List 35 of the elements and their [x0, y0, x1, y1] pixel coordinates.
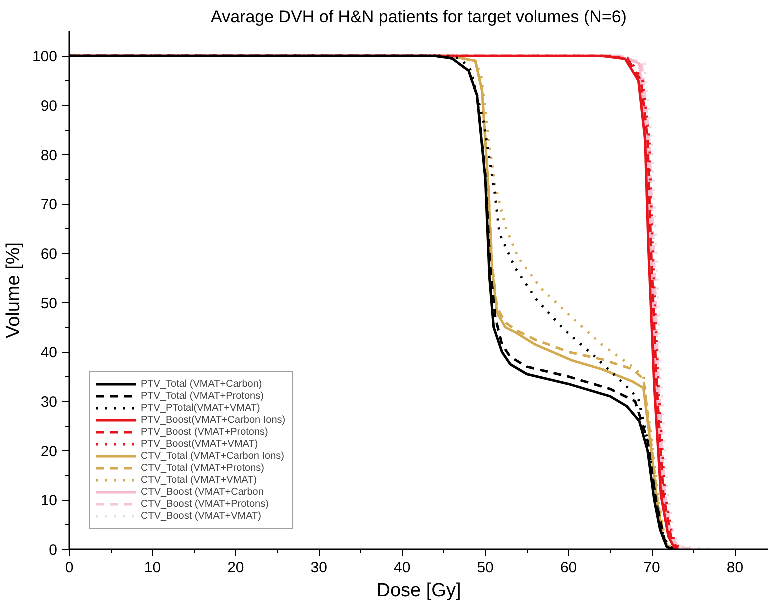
y-tick-label: 80 [40, 147, 58, 164]
legend-label: CTV_Boost (VMAT+VMAT) [141, 510, 262, 522]
x-tick-label: 10 [144, 560, 162, 576]
legend-label: PTV_Total (VMAT+Protons) [141, 390, 264, 402]
x-axis-title: Dose [Gy] [376, 580, 462, 602]
y-tick-label: 10 [40, 492, 58, 510]
chart-title: Avarage DVH of H&N patients for target volumes (N=6) [211, 8, 627, 26]
legend-label: PTV_Boost(VMAT+VMAT) [141, 438, 258, 450]
legend-label: CTV_Total (VMAT+VMAT) [141, 474, 258, 486]
y-tick-label: 50 [40, 295, 58, 312]
y-tick-label: 0 [49, 542, 58, 559]
y-tick-label: 90 [40, 98, 58, 115]
y-tick-label: 40 [40, 344, 58, 362]
x-tick-label: 60 [560, 560, 578, 576]
y-axis-title: Volume [%] [3, 242, 24, 339]
y-tick-label: 70 [40, 196, 58, 214]
legend-label: PTV_Boost(VMAT+Carbon Ions) [141, 414, 286, 426]
x-tick-label: 50 [477, 560, 494, 576]
x-tick-label: 80 [726, 560, 744, 576]
legend-label: PTV_PTotal(VMAT+VMAT) [141, 402, 260, 414]
y-tick-label: 30 [40, 394, 58, 411]
x-tick-label: 30 [310, 560, 328, 576]
x-tick-label: 70 [644, 560, 660, 576]
y-tick-label: 100 [32, 48, 58, 66]
legend-label: CTV_Boost (VMAT+Protons) [141, 498, 269, 510]
legend-label: PTV_Total (VMAT+Carbon) [141, 378, 262, 390]
legend-label: PTV_Boost (VMAT+Protons) [141, 426, 268, 438]
x-tick-label: 40 [394, 560, 411, 576]
y-tick-label: 20 [40, 443, 58, 460]
x-tick-label: 20 [228, 560, 244, 576]
legend-label: CTV_Total (VMAT+Carbon Ions) [141, 450, 284, 462]
legend-label: CTV_Boost (VMAT+Carbon [141, 486, 264, 498]
y-tick-label: 60 [40, 246, 58, 263]
legend-label: CTV_Total (VMAT+Protons) [141, 462, 264, 474]
x-tick-label: 0 [65, 560, 74, 576]
